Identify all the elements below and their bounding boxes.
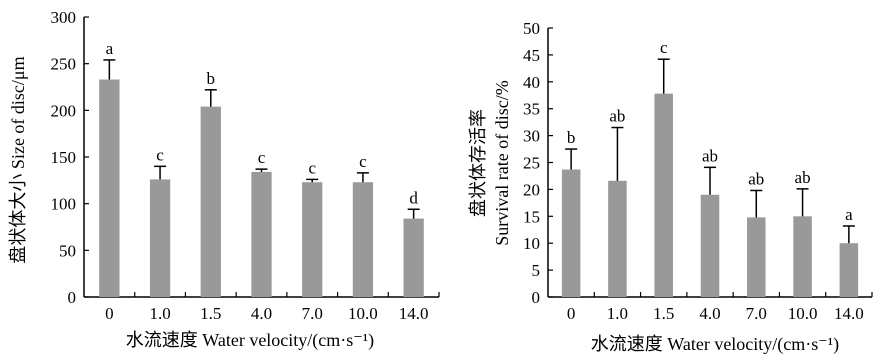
- left-bar: [99, 79, 120, 298]
- right-x-tick-label: 1.0: [607, 304, 628, 323]
- left-y-tick-label: 0: [68, 288, 77, 307]
- right-y-tick-label: 10: [523, 234, 540, 253]
- right-xlabel: 水流速度 Water velocity/(cm·s⁻¹): [591, 334, 839, 355]
- right-y-tick-label: 25: [523, 154, 540, 173]
- left-significance-label: c: [156, 145, 164, 164]
- right-significance-label: c: [660, 38, 668, 57]
- right-x-tick-label: 0: [567, 304, 576, 323]
- right-y-tick-label: 30: [523, 127, 540, 146]
- left-significance-label: c: [258, 148, 266, 167]
- right-y-tick-label: 15: [523, 207, 540, 226]
- left-significance-label: a: [106, 39, 114, 58]
- left-ylabel: 盘状体大小 Size of disc/μm: [8, 56, 28, 263]
- left-bar: [302, 182, 323, 297]
- right-ylabel-line1: 盘状体存活率: [468, 109, 488, 217]
- left-significance-label: b: [207, 69, 216, 88]
- right-bar: [793, 216, 812, 297]
- left-x-tick-label: 0: [105, 304, 114, 323]
- right-x-tick-label: 7.0: [746, 304, 767, 323]
- left-x-tick-label: 10.0: [348, 304, 378, 323]
- left-y-tick-label: 250: [51, 55, 77, 74]
- left-x-tick-label: 7.0: [302, 304, 323, 323]
- right-chart: 盘状体存活率 Survival rate of disc/% 水流速度 Wate…: [468, 19, 873, 355]
- right-significance-label: ab: [609, 107, 625, 126]
- right-bar: [839, 243, 859, 297]
- left-y-tick-label: 300: [51, 8, 77, 27]
- left-plot-area: 0 50 100 150 200 250 300 a 0 c 1.0 b 1.5 c 4.0 c 7.0 c 10.…: [51, 8, 440, 323]
- left-x-tick-label: 4.0: [251, 304, 272, 323]
- left-bar: [403, 218, 424, 297]
- right-y-tick-label: 20: [523, 180, 540, 199]
- left-bar: [251, 171, 272, 297]
- right-bar: [747, 217, 766, 297]
- right-x-tick-label: 10.0: [788, 304, 818, 323]
- right-y-tick-label: 5: [532, 261, 541, 280]
- right-x-tick-label: 14.0: [834, 304, 864, 323]
- left-bar: [200, 106, 221, 297]
- right-significance-label: ab: [795, 168, 811, 187]
- left-xlabel: 水流速度 Water velocity/(cm·s⁻¹): [126, 330, 374, 351]
- right-ylabel-line2: Survival rate of disc/%: [492, 80, 512, 245]
- right-y-tick-label: 50: [523, 19, 540, 38]
- right-bar: [700, 194, 720, 297]
- right-y-tick-label: 0: [532, 288, 541, 307]
- left-y-tick-label: 200: [51, 101, 77, 120]
- right-bar: [654, 93, 673, 297]
- right-y-tick-label: 35: [523, 100, 540, 119]
- left-y-tick-label: 100: [51, 195, 77, 214]
- right-significance-label: a: [845, 205, 853, 224]
- left-y-tick-label: 150: [51, 148, 77, 167]
- left-bar: [352, 182, 374, 297]
- right-x-tick-label: 1.5: [653, 304, 674, 323]
- left-significance-label: d: [409, 188, 418, 207]
- left-y-tick-label: 50: [59, 241, 76, 260]
- right-bar: [608, 180, 627, 297]
- right-y-tick-label: 45: [523, 46, 540, 65]
- left-bar: [149, 179, 171, 297]
- left-x-tick-label: 14.0: [399, 304, 429, 323]
- left-x-tick-label: 1.0: [149, 304, 170, 323]
- left-significance-label: c: [308, 158, 316, 177]
- right-significance-label: ab: [702, 146, 718, 165]
- right-y-tick-label: 40: [523, 73, 540, 92]
- left-significance-label: c: [359, 152, 367, 171]
- left-chart: 盘状体大小 Size of disc/μm 水流速度 Water velocit…: [8, 8, 440, 351]
- left-x-tick-label: 1.5: [200, 304, 221, 323]
- right-bar: [561, 169, 581, 297]
- right-plot-area: 0 5 10 15 20 25 30 35 40 45 50 b 0 ab 1.0 c 1.5 ab 4.0 ab 7.…: [523, 19, 873, 323]
- right-significance-label: ab: [748, 169, 764, 188]
- right-significance-label: b: [567, 128, 576, 147]
- right-x-tick-label: 4.0: [699, 304, 720, 323]
